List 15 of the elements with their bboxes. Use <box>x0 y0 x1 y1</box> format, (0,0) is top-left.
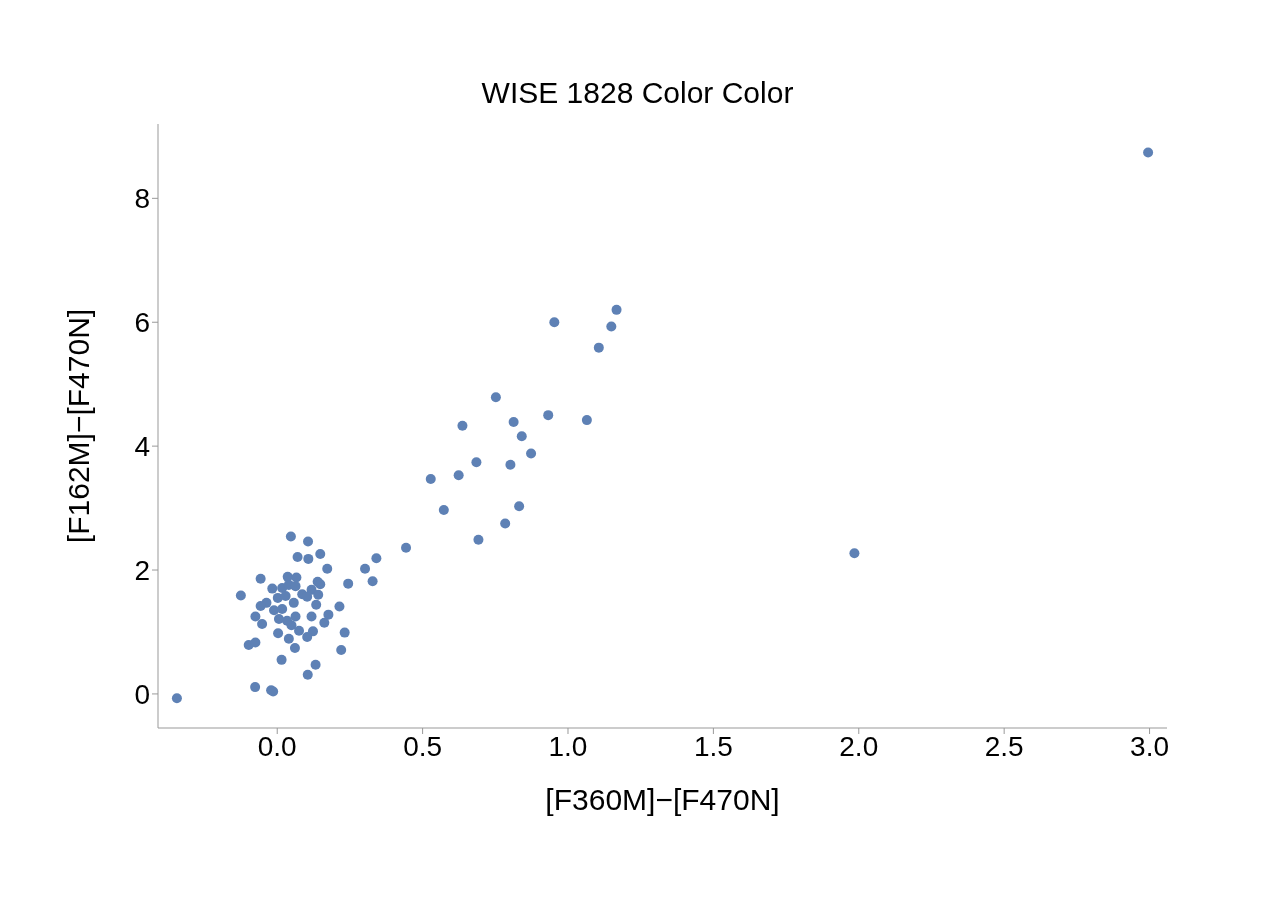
x-tick-label: 3.0 <box>1130 730 1170 762</box>
y-tick-label: 2 <box>134 554 150 586</box>
y-tick-label: 8 <box>134 183 150 215</box>
y-tick-label: 6 <box>134 307 150 339</box>
x-tick-label: 2.5 <box>984 730 1024 762</box>
x-tick-label: 0.5 <box>403 730 443 762</box>
x-axis-title: [F360M]−[F470N] <box>545 783 780 816</box>
chart-title: WISE 1828 Color Color <box>480 76 795 110</box>
y-tick-label: 4 <box>134 431 150 463</box>
x-tick-label: 1.5 <box>693 730 733 762</box>
x-tick-label: 2.0 <box>839 730 879 762</box>
y-tick-label: 0 <box>134 678 150 710</box>
x-tick-label: 1.0 <box>548 730 588 762</box>
x-tick-label: 0.0 <box>257 730 297 762</box>
y-axis-title: [F162M]−[F470N] <box>61 308 95 544</box>
